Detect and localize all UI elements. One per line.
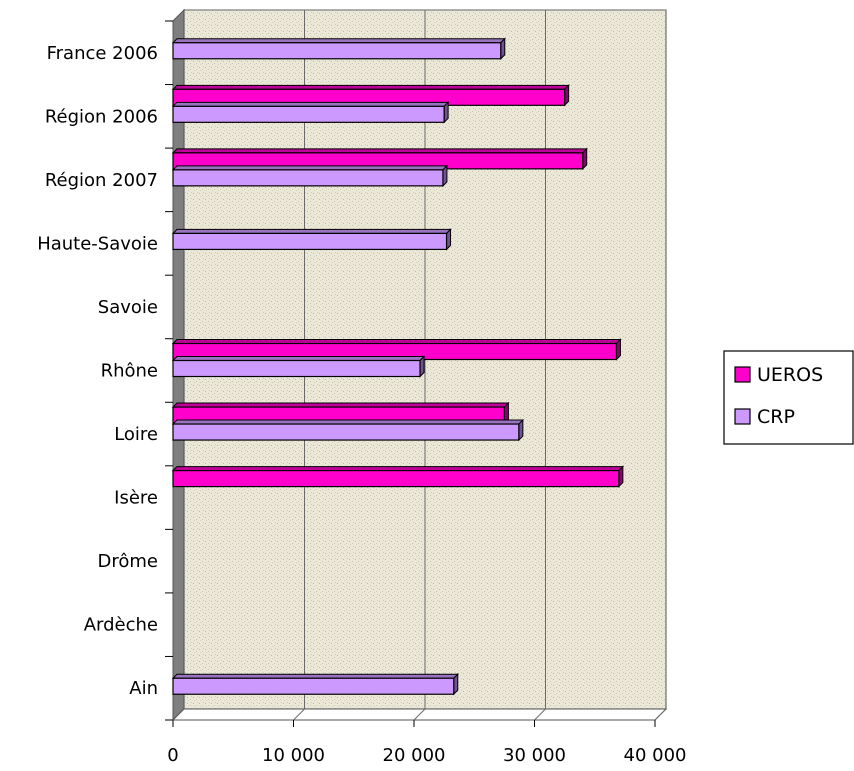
x-tick-label: 30 000	[503, 745, 566, 766]
y-tick-label: Drôme	[98, 551, 159, 572]
x-tick-label: 0	[167, 745, 178, 766]
y-tick-label: Rhône	[101, 361, 158, 382]
bar-crp	[171, 37, 506, 60]
x-tick-label: 10 000	[262, 745, 325, 766]
legend-label: CRP	[757, 406, 795, 428]
bar-crp	[171, 228, 452, 251]
bar-ueros	[171, 465, 625, 488]
y-tick-label: Isère	[114, 488, 158, 509]
y-tick-label: Ardèche	[84, 615, 158, 636]
y-tick-label: Région 2006	[45, 106, 158, 127]
bar-ueros	[171, 147, 588, 171]
bar-crp	[171, 164, 449, 188]
gridline-floor	[293, 708, 305, 721]
x-axis-labels: 0 10 000 20 000 30 000 40 000	[167, 745, 686, 766]
x-tick-label: 40 000	[624, 745, 687, 766]
y-tick-label: Haute-Savoie	[37, 233, 158, 254]
legend: UEROS CRP	[723, 350, 854, 445]
bar-crp	[171, 673, 459, 696]
bar-crp	[171, 101, 450, 124]
x-tick-label: 20 000	[383, 745, 446, 766]
axes	[165, 20, 656, 727]
y-tick-label: France 2006	[47, 43, 158, 64]
y-tick-label: Savoie	[98, 297, 158, 318]
legend-swatch	[734, 366, 751, 383]
bars	[171, 37, 625, 696]
bar-crp	[171, 355, 426, 378]
y-axis-labels: Ain Ardèche Drôme Isère Loire Rhône Savoie Haut…	[37, 43, 158, 699]
y-tick-label: Région 2007	[45, 170, 158, 191]
y-tick-label: Loire	[114, 424, 158, 445]
y-tick-label: Ain	[129, 678, 158, 699]
bar-crp	[171, 418, 525, 442]
gridline-floor	[534, 708, 546, 721]
bar-ueros	[171, 84, 570, 107]
legend-label: UEROS	[757, 364, 823, 386]
legend-swatch	[734, 408, 751, 425]
gridline-floor	[654, 708, 667, 721]
gridline-floor	[413, 708, 426, 721]
